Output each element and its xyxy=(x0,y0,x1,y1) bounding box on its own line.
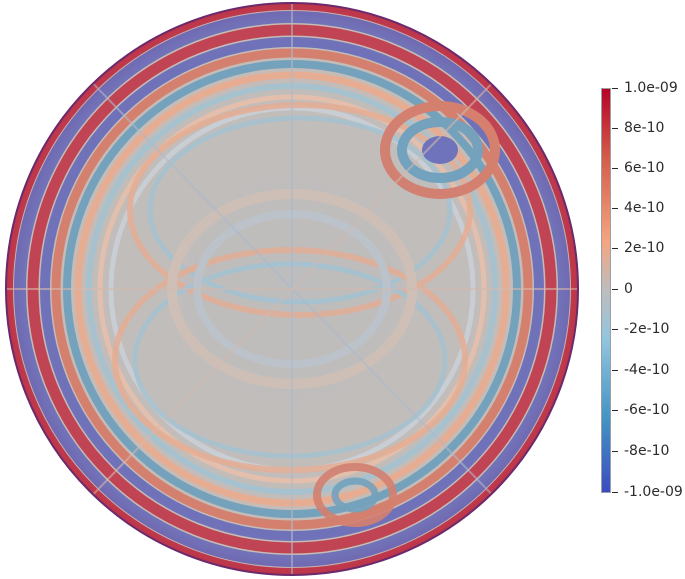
tick-label: -2e-10 xyxy=(624,321,670,337)
field-boundary xyxy=(5,2,579,576)
colorbar-tick: 0 xyxy=(612,280,682,298)
colorbar-tick: 4e-10 xyxy=(612,199,682,217)
colorbar-tick: -4e-10 xyxy=(612,361,682,379)
colorbar-tick: -2e-10 xyxy=(612,320,682,338)
tick-label: -8e-10 xyxy=(624,443,670,459)
tick-label: 8e-10 xyxy=(624,120,665,136)
colorbar-tick: -6e-10 xyxy=(612,401,682,419)
tick-label: -1.0e-09 xyxy=(624,484,683,500)
tick-mark xyxy=(612,369,618,371)
tick-mark xyxy=(612,491,618,493)
tick-label: 2e-10 xyxy=(624,240,665,256)
colorbar-tick: 6e-10 xyxy=(612,159,682,177)
tick-mark xyxy=(612,328,618,330)
tick-label: 1.0e-09 xyxy=(624,80,678,96)
tick-mark xyxy=(612,450,618,452)
tick-label: 6e-10 xyxy=(624,160,665,176)
tick-mark xyxy=(612,87,618,89)
colorbar-tick: 2e-10 xyxy=(612,239,682,257)
tick-mark xyxy=(612,409,618,411)
field-shading xyxy=(6,3,578,575)
colorbar xyxy=(601,88,611,493)
tick-mark xyxy=(612,288,618,290)
tick-mark xyxy=(612,167,618,169)
colorbar-tick: 1.0e-09 xyxy=(612,79,682,97)
tick-label: 0 xyxy=(624,281,633,297)
colorbar-tick: -1.0e-09 xyxy=(612,483,683,501)
tick-label: 4e-10 xyxy=(624,200,665,216)
tick-label: -4e-10 xyxy=(624,362,670,378)
colorbar-tick: -8e-10 xyxy=(612,442,682,460)
tick-mark xyxy=(612,207,618,209)
tick-mark xyxy=(612,127,618,129)
tick-mark xyxy=(612,247,618,249)
tick-label: -6e-10 xyxy=(624,402,670,418)
colorbar-tick: 8e-10 xyxy=(612,119,682,137)
